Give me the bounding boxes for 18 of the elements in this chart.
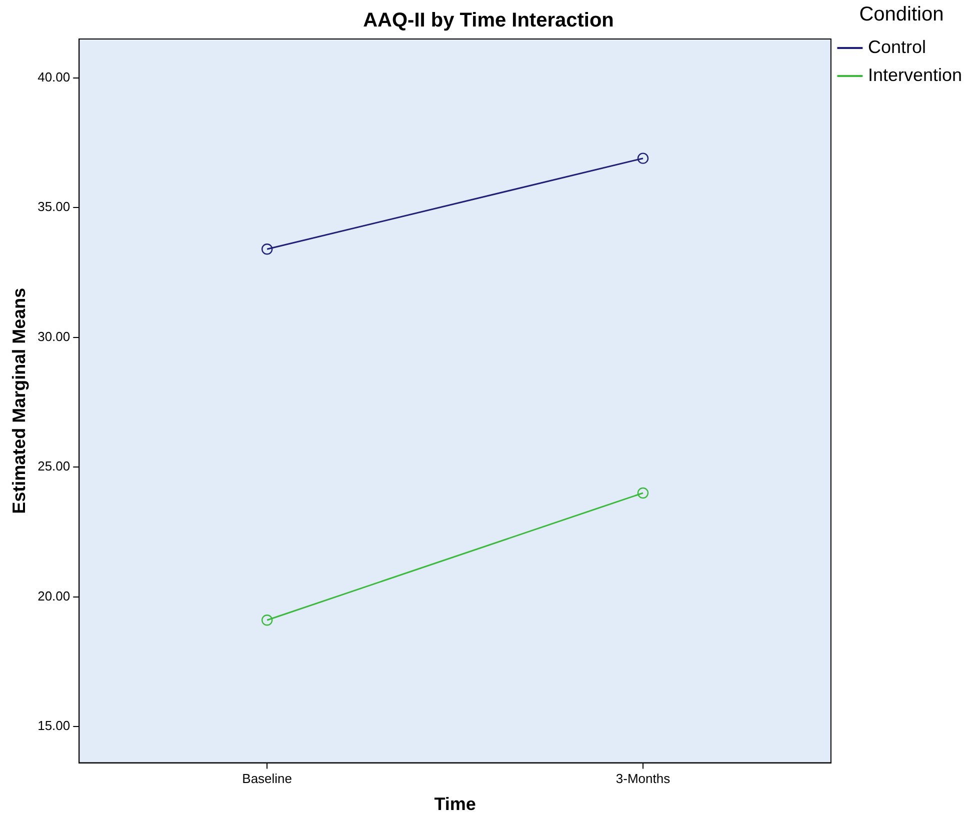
x-axis-title: Time [434, 794, 476, 814]
point [637, 487, 649, 499]
y-tick-label: 35.00 [38, 199, 70, 214]
y-axis-title: Estimated Marginal Means [8, 288, 29, 514]
legend-label: Intervention [868, 64, 962, 85]
y-tick-label: 30.00 [38, 328, 70, 344]
chart-title: AAQ-II by Time Interaction [363, 10, 614, 32]
y-tick-label: 15.00 [38, 718, 70, 734]
point [261, 614, 273, 626]
x-tick-label: Baseline [242, 771, 292, 786]
y-tick-label: 20.00 [38, 588, 70, 604]
x-tick-label: 3-Months [616, 771, 671, 786]
point [261, 244, 273, 255]
legend-label: Control [868, 36, 926, 57]
legend-title: Condition [859, 4, 944, 26]
y-tick-label: 40.00 [38, 69, 70, 84]
y-tick-label: 25.00 [38, 458, 70, 474]
point [637, 152, 649, 164]
